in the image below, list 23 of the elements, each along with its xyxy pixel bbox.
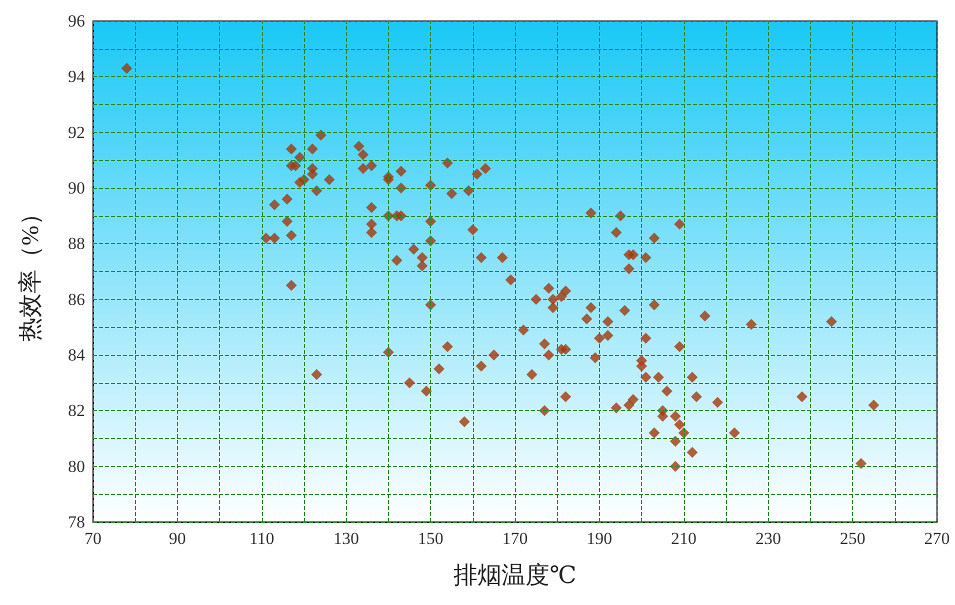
x-tick-label: 230 — [755, 529, 781, 548]
x-tick-label: 70 — [84, 529, 102, 548]
x-tick-label: 110 — [249, 529, 274, 548]
y-tick-label: 84 — [68, 346, 86, 364]
y-tick-label: 92 — [68, 122, 85, 142]
y-tick-label: 96 — [68, 12, 85, 30]
y-tick-label: 94 — [68, 67, 86, 86]
x-tick-label: 90 — [168, 529, 186, 548]
y-tick-label: 80 — [68, 456, 85, 476]
y-tick-label: 90 — [68, 178, 85, 198]
x-tick-label: 130 — [333, 529, 359, 548]
y-tick-label: 86 — [68, 290, 85, 309]
y-tick-label: 88 — [68, 234, 85, 254]
x-tick-label: 150 — [418, 529, 444, 548]
x-tick-label: 210 — [671, 529, 697, 548]
x-axis-title: 排烟温度℃ — [454, 562, 576, 589]
x-tick-label: 190 — [586, 529, 612, 548]
x-tick-label: 250 — [840, 529, 866, 548]
y-tick-label: 78 — [68, 512, 85, 532]
y-axis-title: 热效率（%） — [17, 202, 44, 342]
x-tick-label: 270 — [924, 529, 950, 548]
y-tick-label: 82 — [68, 401, 85, 420]
x-tick-label: 170 — [502, 529, 528, 548]
